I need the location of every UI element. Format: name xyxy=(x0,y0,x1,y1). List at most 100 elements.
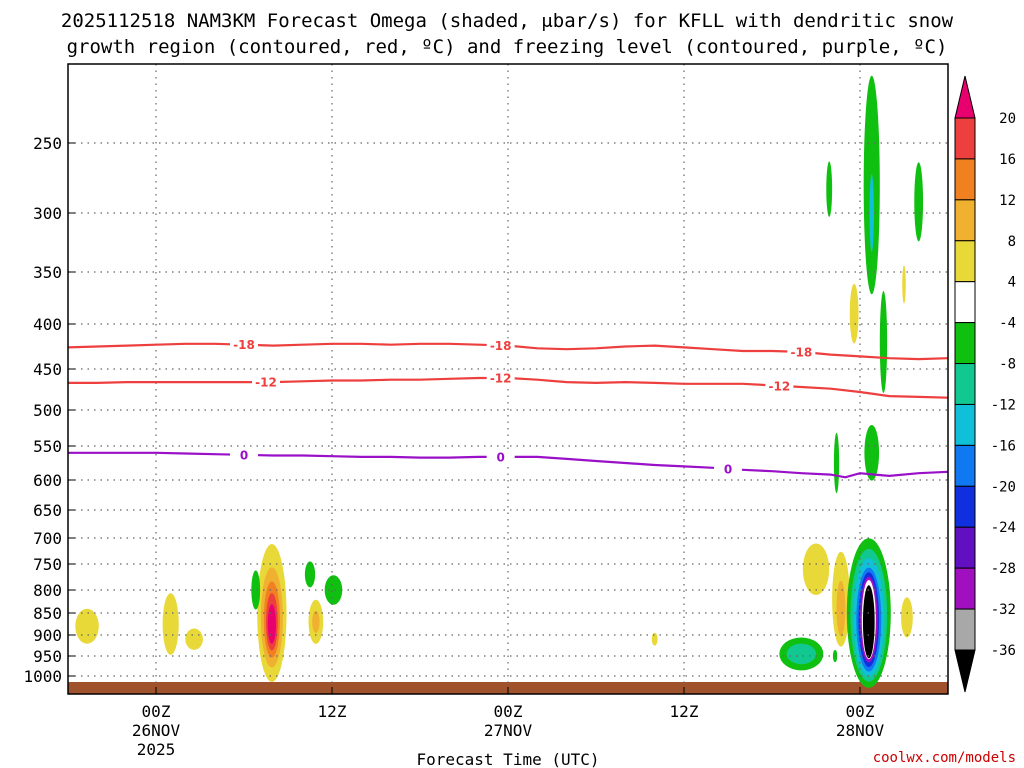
omega-shading xyxy=(68,75,948,694)
colorbar-box-12 xyxy=(954,608,976,651)
y-tick-label-950: 950 xyxy=(33,647,62,666)
colorbar-label-0: 20 xyxy=(999,111,1016,127)
colorbar-label-12: -32 xyxy=(991,602,1016,618)
omega-blob-ak xyxy=(826,161,833,217)
contour-label-2-0: 0 xyxy=(240,448,248,462)
y-tick-label-550: 550 xyxy=(33,437,62,456)
colorbar-box-0 xyxy=(954,117,976,160)
omega-blob-aj xyxy=(869,174,874,252)
y-tick-label-350: 350 xyxy=(33,263,62,282)
x-tick-label-30-0: 00Z xyxy=(494,702,523,721)
y-tick-label-750: 750 xyxy=(33,555,62,574)
contour-label-bg-2-1 xyxy=(486,449,515,464)
credit-text: coolwx.com/models xyxy=(873,750,1016,766)
contour-lines: -18 -18 -18 -12 -12 -12 0 0 0 xyxy=(67,337,949,479)
x-tick-label-6-0: 00Z xyxy=(142,702,171,721)
contour-label-0-0: -18 xyxy=(233,338,255,352)
omega-blob-c xyxy=(185,628,203,650)
contour-label-bg-1-2 xyxy=(765,378,794,393)
colorbar-box-3 xyxy=(954,240,976,283)
colorbar-label-10: -24 xyxy=(991,520,1016,536)
omega-blob-n xyxy=(651,632,658,646)
colorbar-box-4 xyxy=(954,281,976,324)
contour-label-bg-0-0 xyxy=(230,337,258,352)
y-axis: 250 300 350 400 450 500 550 600 650 700 750 800 850 9… xyxy=(23,134,75,686)
contour-label-1-2: -12 xyxy=(768,379,790,393)
omega-blob-al xyxy=(914,162,924,242)
x-tick-label-54-0: 00Z xyxy=(846,702,875,721)
omega-blob-h xyxy=(267,604,276,644)
contour-label-1-1: -12 xyxy=(490,372,512,386)
omega-blob-ac xyxy=(901,597,913,638)
colorbar-box-6 xyxy=(954,363,976,405)
colorbar-label-3: 8 xyxy=(1008,234,1016,250)
omega-blob-i xyxy=(251,570,261,610)
x-tick-label-42-0: 12Z xyxy=(670,702,699,721)
omega-blob-b xyxy=(162,593,179,655)
colorbar-box-7 xyxy=(954,403,976,446)
contour-label-bg-2-2 xyxy=(714,461,742,476)
omega-blob-p xyxy=(786,643,816,665)
colorbar-label-11: -28 xyxy=(991,561,1016,577)
omega-blob-m xyxy=(312,610,320,633)
contour-label-0-1: -18 xyxy=(490,339,512,353)
colorbar-label-2: 12 xyxy=(999,193,1016,209)
y-tick-label-450: 450 xyxy=(33,360,62,379)
x-tick-label-18-0: 12Z xyxy=(318,702,347,721)
omega-blob-a xyxy=(75,608,99,644)
contour-label-bg-0-1 xyxy=(486,338,515,353)
contour-label-bg-2-0 xyxy=(230,447,258,462)
contour-label-1-0: -12 xyxy=(255,376,277,390)
grid xyxy=(68,64,948,694)
x-tick-label-54-1: 28NOV xyxy=(836,721,885,740)
omega-blob-af xyxy=(879,291,888,393)
colorbar-box-1 xyxy=(954,158,976,201)
y-tick-label-600: 600 xyxy=(33,471,62,490)
omega-blob-ad xyxy=(864,425,880,481)
x-tick-label-6-1: 26NOV xyxy=(132,721,181,740)
y-tick-label-700: 700 xyxy=(33,529,62,548)
colorbar-label-5: -4 xyxy=(999,316,1016,332)
y-tick-label-650: 650 xyxy=(33,501,62,520)
y-tick-label-250: 250 xyxy=(33,134,62,153)
contour-line-2 xyxy=(68,451,949,479)
colorbar-label-13: -36 xyxy=(991,643,1016,659)
colorbar-box-9 xyxy=(954,485,976,528)
contour-label-bg-1-1 xyxy=(486,371,515,386)
omega-blob-ah xyxy=(902,265,906,304)
y-tick-label-500: 500 xyxy=(33,401,62,420)
y-tick-label-1000: 1000 xyxy=(23,667,62,686)
colorbar-label-9: -20 xyxy=(991,479,1016,495)
colorbar-box-10 xyxy=(954,526,976,569)
omega-blob-k xyxy=(324,575,343,605)
omega-blob-j xyxy=(304,561,316,588)
colorbar-box-2 xyxy=(954,199,976,242)
contour-label-bg-1-0 xyxy=(252,375,280,390)
colorbar-label-8: -16 xyxy=(991,438,1016,454)
y-tick-label-800: 800 xyxy=(33,581,62,600)
chart-title-line1: 2025112518 NAM3KM Forecast Omega (shaded… xyxy=(61,10,954,32)
chart-title-line2: growth region (contoured, red, ºC) and f… xyxy=(67,36,948,58)
y-tick-label-850: 850 xyxy=(33,604,62,623)
contour-label-bg-0-2 xyxy=(787,344,816,359)
contour-label-0-2: -18 xyxy=(790,345,812,359)
colorbar-label-4: 4 xyxy=(1008,275,1016,291)
colorbar: 20 16 12 8 4 -4 -8 -12 -16 -20 -24 -28 -32 -36 xyxy=(954,75,1016,693)
contour-label-2-1: 0 xyxy=(496,450,504,464)
omega-blob-s xyxy=(836,580,846,637)
omega-blob-q xyxy=(802,543,830,595)
contour-label-2-2: 0 xyxy=(724,462,732,476)
omega-blob-ab xyxy=(862,585,875,659)
x-axis-title: Forecast Time (UTC) xyxy=(416,750,599,768)
y-tick-label-900: 900 xyxy=(33,626,62,645)
omega-blob-ae xyxy=(833,432,840,494)
colorbar-label-6: -8 xyxy=(999,357,1016,373)
colorbar-box-11 xyxy=(954,567,976,610)
y-tick-label-300: 300 xyxy=(33,204,62,223)
colorbar-box-5 xyxy=(954,322,976,365)
colorbar-box-8 xyxy=(954,444,976,487)
colorbar-bottom-arrow xyxy=(954,649,976,693)
omega-blob-ag xyxy=(849,283,859,344)
